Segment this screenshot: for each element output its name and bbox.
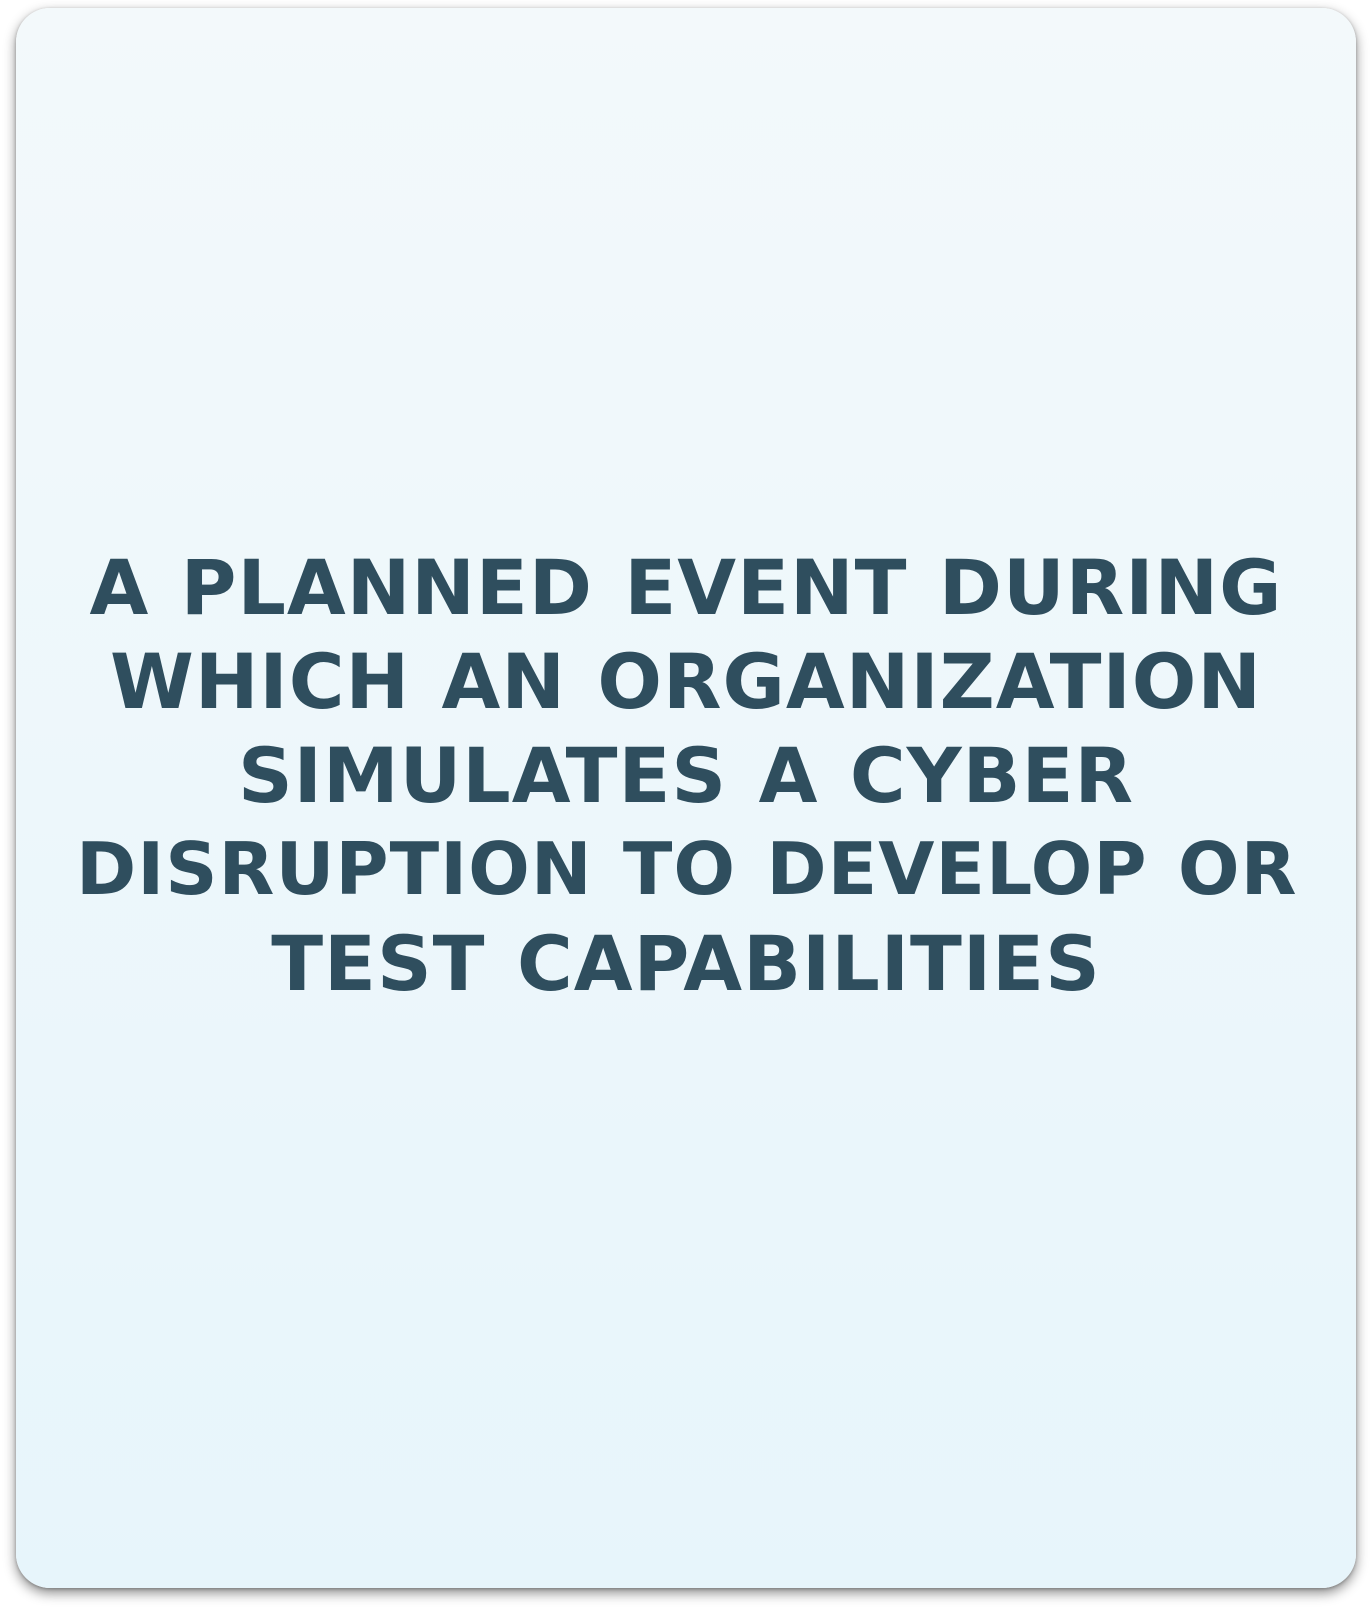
flashcard-definition-text: A PLANNED EVENT DURING WHICH AN ORGANIZA… xyxy=(76,541,1296,1011)
definition-line: SIMULATES A CYBER xyxy=(237,731,1135,820)
definition-line: WHICH AN ORGANIZATION xyxy=(109,637,1262,726)
definition-line: TEST CAPABILITIES xyxy=(271,919,1101,1008)
definition-line: DISRUPTION TO DEVELOP OR xyxy=(76,828,1298,912)
definition-line: A PLANNED EVENT DURING xyxy=(89,543,1283,632)
flashcard[interactable]: A PLANNED EVENT DURING WHICH AN ORGANIZA… xyxy=(16,8,1356,1588)
